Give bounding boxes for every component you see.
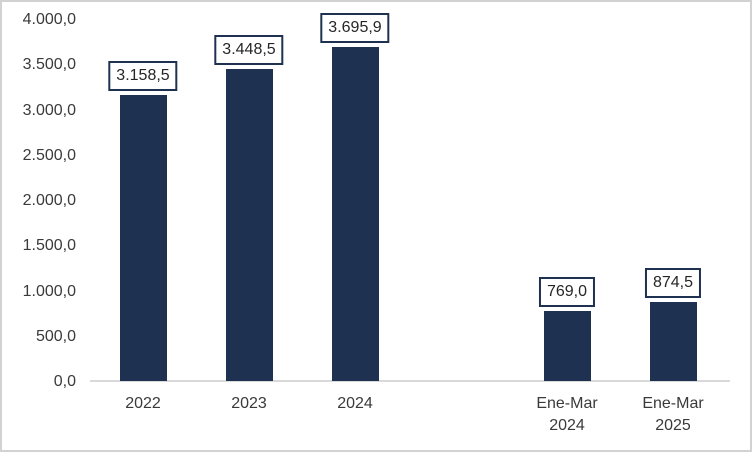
data-label: 769,0 bbox=[538, 277, 596, 308]
x-axis-category-label: Ene-Mar 2025 bbox=[613, 393, 733, 437]
y-axis-tick-label: 1.500,0 bbox=[22, 237, 76, 255]
x-axis-category-label-line: 2022 bbox=[125, 395, 161, 412]
y-axis-tick-label: 2.500,0 bbox=[22, 146, 76, 164]
x-axis-category-label-line: 2025 bbox=[655, 417, 691, 434]
bar bbox=[649, 301, 697, 381]
y-axis-tick-label: 3.000,0 bbox=[22, 101, 76, 119]
data-label: 3.695,9 bbox=[320, 12, 390, 43]
y-axis-tick-label: 500,0 bbox=[35, 327, 76, 345]
y-axis-tick-label: 4.000,0 bbox=[22, 11, 76, 28]
x-axis-category-label: 2024 bbox=[295, 393, 415, 415]
x-axis-category-label-line: 2024 bbox=[549, 417, 585, 434]
bar bbox=[225, 68, 273, 381]
y-axis-tick-label: 1.000,0 bbox=[22, 282, 76, 300]
y-axis-tick-label: 0,0 bbox=[53, 373, 76, 390]
x-axis-category-label-line: 2023 bbox=[231, 395, 267, 412]
x-axis-category-label-line: Ene-Mar bbox=[536, 395, 598, 412]
data-label: 3.158,5 bbox=[108, 61, 178, 92]
y-axis-tick-label: 2.000,0 bbox=[22, 192, 76, 209]
data-label: 3.448,5 bbox=[214, 34, 284, 65]
x-axis-category-label: 2022 bbox=[83, 393, 203, 415]
x-axis-category-label-line: 2024 bbox=[337, 395, 373, 412]
x-axis-category-label: 2023 bbox=[189, 393, 309, 415]
x-axis-category-label-line: Ene-Mar bbox=[642, 395, 704, 412]
y-axis-tick-label: 3.500,0 bbox=[22, 56, 76, 74]
x-axis-line bbox=[90, 380, 730, 382]
bar bbox=[119, 95, 167, 381]
bar bbox=[543, 311, 591, 381]
x-axis-category-label: Ene-Mar 2024 bbox=[507, 393, 627, 437]
data-label: 874,5 bbox=[644, 267, 702, 298]
bar bbox=[331, 46, 379, 381]
